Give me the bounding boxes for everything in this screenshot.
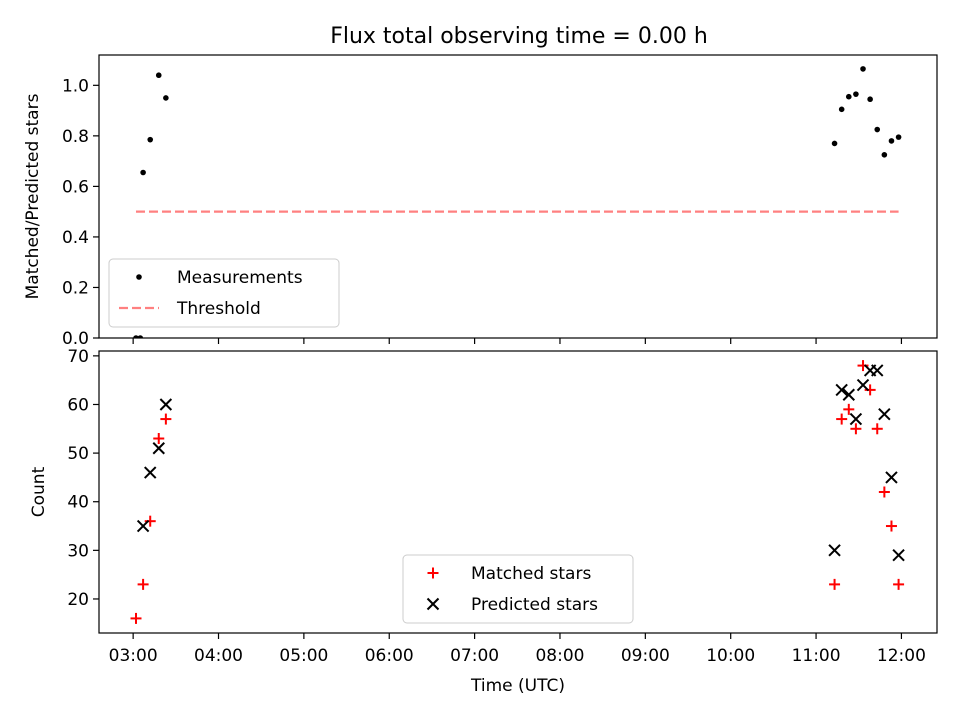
top-ylabel: Matched/Predicted stars: [23, 93, 43, 299]
predicted-stars-point: [835, 383, 848, 397]
predicted-stars-point: [828, 544, 841, 557]
measurement-point: [831, 140, 838, 147]
top-ytick-label: 0.4: [62, 228, 89, 248]
matched-stars-point: [857, 360, 869, 372]
top-panel: 0.0 0.2 0.4 0.6 0.8 1.0 Matched/Predicted star…: [23, 54, 938, 349]
top-axes-frame: [98, 54, 938, 339]
top-ytick-label: 0.2: [62, 278, 89, 298]
predicted-stars-point: [849, 412, 863, 426]
bottom-ytick-label: 70: [67, 347, 89, 367]
measurement-point: [881, 152, 888, 158]
predicted-stars-point: [136, 519, 150, 533]
bottom-xtick-label: 11:00: [792, 646, 841, 666]
matched-stars-point: [885, 520, 897, 532]
measurement-point: [155, 72, 162, 79]
bottom-xtick-label: 06:00: [365, 646, 414, 666]
matched-stars-point: [137, 578, 149, 590]
legend-label: Predicted stars: [471, 595, 598, 615]
matched-stars-point: [850, 423, 862, 435]
matched-stars-point: [871, 423, 883, 435]
top-ytick-label: 1.0: [62, 76, 89, 96]
figure-title: Flux total observing time = 0.00 h: [330, 24, 708, 49]
bottom-xtick-label: 10:00: [706, 646, 755, 666]
measurement-point: [874, 126, 881, 133]
measurement-point: [838, 106, 845, 113]
measurement-point: [867, 96, 873, 103]
bottom-xtick-label: 03:00: [109, 646, 158, 666]
measurement-point: [147, 136, 154, 143]
bottom-ytick-label: 30: [67, 541, 89, 561]
top-ytick-label: 0.8: [62, 127, 89, 147]
measurement-point: [853, 91, 859, 97]
bottom-ytick-label: 60: [67, 395, 89, 415]
measurement-point: [140, 169, 146, 176]
matched-stars-point: [160, 413, 172, 425]
top-ytick-label: 0.6: [62, 177, 89, 197]
bottom-xlabel: Time (UTC): [470, 676, 565, 696]
predicted-stars-point: [144, 466, 157, 479]
bottom-xtick-label: 07:00: [450, 646, 499, 666]
legend-label: Matched stars: [471, 564, 591, 584]
bottom-xtick-label: 05:00: [279, 646, 328, 666]
predicted-stars-point: [871, 364, 884, 377]
bottom-axes-frame: [98, 350, 938, 634]
measurement-point: [888, 138, 895, 144]
bottom-ylabel: Count: [29, 466, 49, 517]
predicted-stars-point: [885, 471, 898, 484]
top-ytick-label: 0.0: [62, 329, 89, 349]
measurement-point: [845, 93, 852, 100]
matched-stars-point: [836, 413, 848, 425]
matched-stars-point: [893, 578, 905, 590]
bottom-panel: 20 30 40 50 60 70 03:00 04:00 05:00 06:00 07:00 08:…: [29, 347, 938, 696]
bottom-xtick-label: 12:00: [877, 646, 926, 666]
predicted-stars-point: [878, 407, 891, 421]
matched-stars-point: [829, 578, 841, 590]
matched-stars-point: [864, 384, 876, 396]
bottom-ytick-label: 40: [67, 493, 89, 513]
bottom-xtick-label: 09:00: [621, 646, 670, 666]
top-legend: Measurements Threshold: [108, 258, 340, 328]
matched-stars-point: [144, 515, 156, 527]
measurement-point: [860, 66, 866, 72]
measurement-point: [137, 335, 144, 338]
predicted-stars-point: [842, 388, 855, 401]
bottom-ytick-label: 20: [67, 590, 89, 610]
bottom-xtick-label: 04:00: [194, 646, 243, 666]
predicted-stars-point: [152, 442, 165, 455]
bottom-legend: Matched stars Predicted stars: [402, 554, 634, 624]
predicted-stars-point: [856, 378, 870, 392]
matched-stars-point: [130, 612, 142, 624]
predicted-stars-point: [892, 548, 905, 562]
legend-label: Measurements: [177, 268, 303, 288]
measurement-point: [895, 134, 902, 140]
matched-stars-point: [843, 403, 855, 415]
matched-stars-point: [153, 433, 165, 445]
measurement-point: [163, 95, 169, 101]
measurement-point: [133, 335, 139, 338]
predicted-stars-point: [159, 398, 173, 411]
matched-stars-point: [878, 486, 890, 498]
legend-label: Threshold: [176, 299, 261, 319]
bottom-ytick-label: 50: [67, 444, 89, 464]
bottom-xtick-label: 08:00: [535, 646, 584, 666]
